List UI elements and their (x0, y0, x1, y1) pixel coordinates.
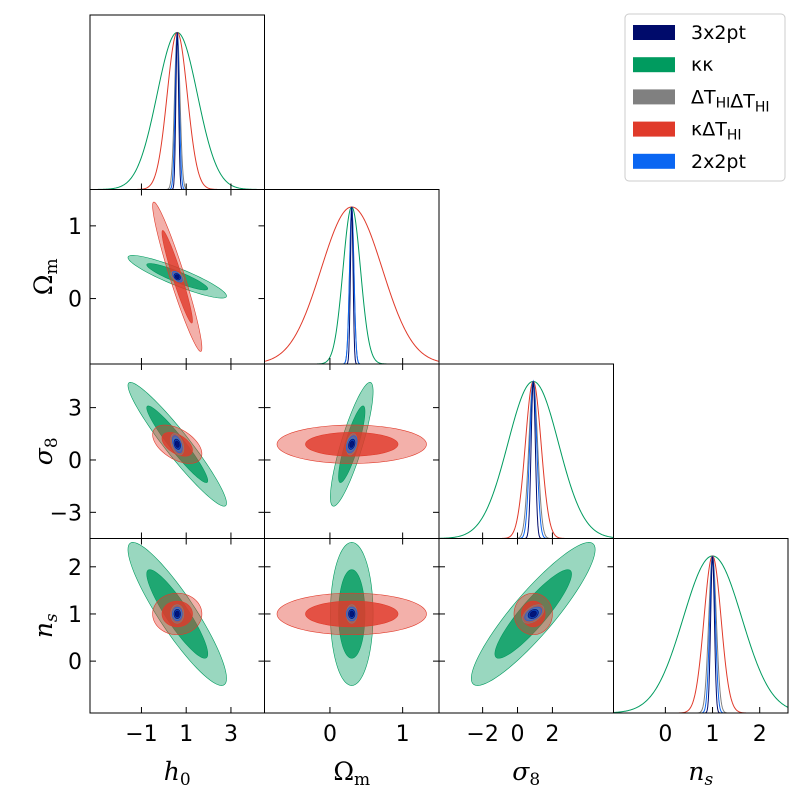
panel-h0-vs-sigma_8: −3 0 3 (50, 363, 265, 539)
x-tick-label: 2 (753, 722, 767, 747)
x-axis-label-h0: h0 (164, 757, 191, 790)
panel-Omega_m-vs-sigma_8 (264, 363, 440, 539)
panel-frame (613, 538, 789, 714)
contour-68-3x2pt-h0-Omega_m (174, 274, 180, 280)
legend-swatch-3x2pt (633, 25, 675, 40)
marginal-dTdT-h0 (90, 32, 265, 190)
legend: 3x2pt κκ ΔTHIΔTHI κΔTHI 2x2pt (624, 13, 786, 182)
marginal-kk-n_s (613, 555, 788, 713)
legend-swatch-dTdT (633, 89, 675, 105)
marginal-kdT-sigma_8 (439, 380, 614, 539)
marginal-kdT-Omega_m (264, 206, 439, 362)
y-tick-label: 0 (68, 449, 82, 474)
marginal-kk-Omega_m (264, 206, 439, 364)
y-tick-label: 2 (68, 556, 82, 581)
marginal-dTdT-sigma_8 (439, 380, 614, 539)
contour-68-3x2pt-sigma_8-n_s (529, 610, 537, 618)
x-tick-label: 0 (511, 722, 525, 747)
marginal-dTdT-Omega_m (264, 206, 439, 364)
panel-sigma_8-vs-n_s: −2 0 2 (438, 538, 614, 747)
panel-sigma_8 (438, 363, 614, 539)
contour-68-3x2pt-Omega_m-n_s (349, 610, 355, 618)
marginal-dTdT-n_s (613, 554, 788, 713)
legend-label-dTdT: ΔTHIΔTHI (691, 86, 770, 115)
contour-68-3x2pt-Omega_m-sigma_8 (349, 440, 355, 448)
legend-swatch-2x2pt (633, 153, 675, 169)
marginal-kk-sigma_8 (439, 380, 614, 539)
x-axis-label-sigma_8: σ8 (512, 757, 540, 790)
panel-h0-vs-n_s: 0 1 2 −1 1 3 (68, 538, 265, 747)
y-tick-label: 0 (68, 650, 82, 675)
legend-label-3x2pt: 3x2pt (691, 22, 746, 44)
legend-label-2x2pt: 2x2pt (691, 151, 746, 173)
legend-swatch-kk (633, 57, 675, 73)
marginal-kk-h0 (90, 31, 265, 190)
marginal-2x2pt-n_s (613, 556, 788, 713)
marginal-2x2pt-Omega_m (264, 206, 439, 364)
marginal-3x2pt-Omega_m (264, 206, 439, 364)
marginal-2x2pt-h0 (90, 32, 265, 190)
x-tick-label: −1 (125, 722, 157, 747)
marginal-3x2pt-sigma_8 (439, 381, 614, 539)
marginal-3x2pt-n_s (613, 556, 788, 713)
x-tick-label: 1 (396, 722, 410, 747)
marginal-kdT-n_s (613, 555, 788, 713)
x-axis-label-Omega_m: Ωm (333, 757, 370, 790)
x-tick-label: 1 (706, 722, 720, 747)
marginal-kdT-h0 (90, 31, 265, 190)
contour-68-3x2pt-h0-n_s (174, 610, 180, 618)
legend-label-kdT: κΔTHI (691, 119, 741, 144)
marginal-3x2pt-h0 (90, 32, 265, 190)
y-axis-label-n_s: ns (29, 613, 62, 638)
legend-label-kk: κκ (691, 54, 713, 76)
x-tick-label: 1 (179, 722, 193, 747)
y-axis-label-Omega_m: Ωm (29, 258, 62, 295)
panel-h0-vs-Omega_m: 01 (68, 189, 265, 365)
legend-swatch-kdT (633, 121, 675, 137)
x-tick-label: −2 (466, 722, 498, 747)
y-axis-label-sigma_8: σ8 (29, 437, 62, 465)
y-tick-label: 0 (68, 288, 82, 313)
y-tick-label: 1 (68, 215, 82, 240)
panel-h0 (89, 14, 265, 190)
y-tick-label: −3 (50, 501, 82, 526)
x-tick-label: 0 (658, 722, 672, 747)
panel-n_s: 0 1 2 (613, 538, 789, 747)
y-tick-label: 3 (68, 397, 82, 422)
y-tick-label: 1 (68, 603, 82, 628)
panel-Omega_m (264, 189, 440, 365)
marginal-2x2pt-sigma_8 (439, 379, 614, 539)
x-tick-label: 0 (323, 722, 337, 747)
x-tick-label: 2 (545, 722, 559, 747)
x-tick-label: 3 (224, 722, 238, 747)
contour-68-3x2pt-h0-sigma_8 (174, 440, 180, 448)
legend-frame (624, 13, 786, 182)
x-axis-label-n_s: ns (688, 757, 713, 790)
